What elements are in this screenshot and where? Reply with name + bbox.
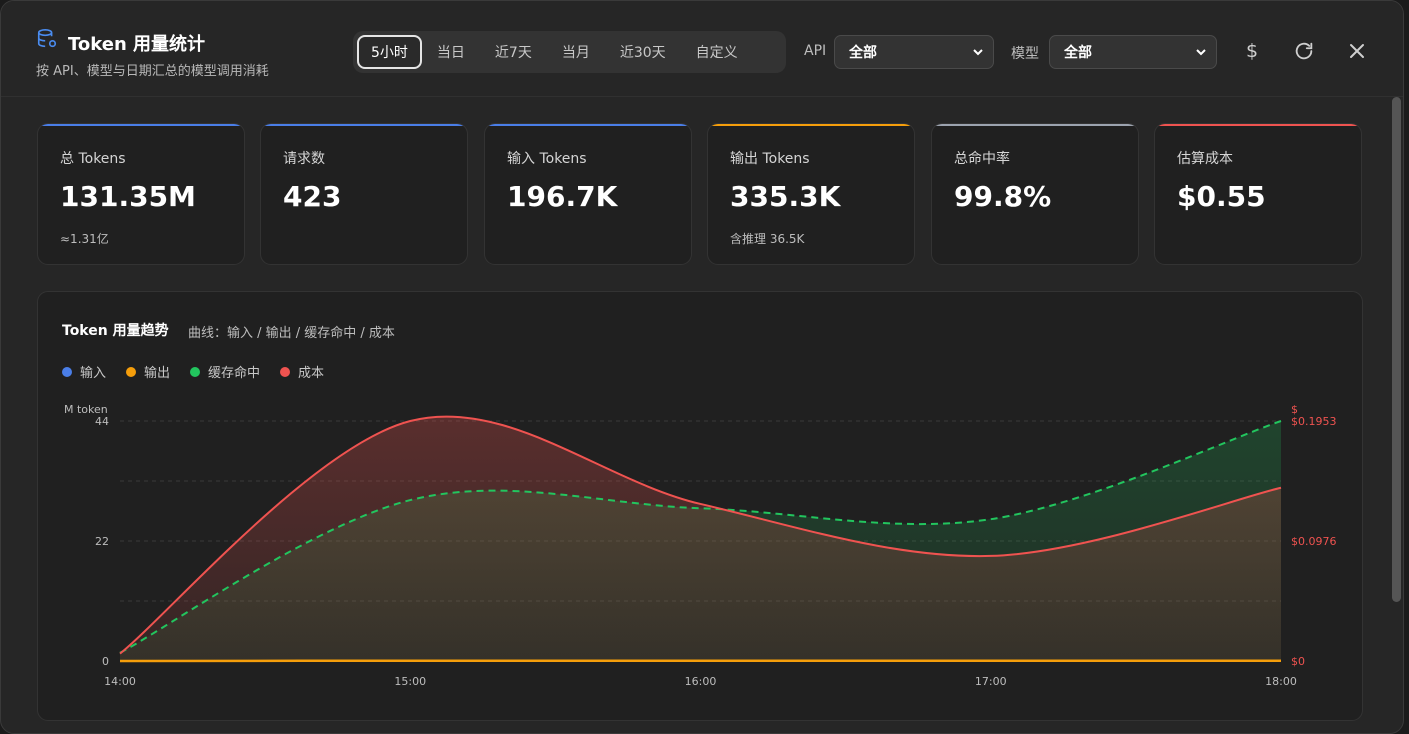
card-accent-bar xyxy=(708,124,914,126)
legend-dot xyxy=(280,366,291,377)
x-tick-label: 18:00 xyxy=(1265,675,1297,688)
tab-custom[interactable]: 自定义 xyxy=(695,45,738,61)
card-label: 请求数 xyxy=(283,151,325,167)
card-value: $0.55 xyxy=(1177,180,1266,213)
refresh-button[interactable] xyxy=(1290,37,1318,65)
usage-trend-panel: Token 用量趋势 曲线：输入 / 输出 / 缓存命中 / 成本 输入 输出 … xyxy=(37,291,1363,721)
card-accent-bar xyxy=(932,124,1138,126)
y-tick-label: 0 xyxy=(102,655,109,668)
legend-label: 缓存命中 xyxy=(208,366,261,381)
card-sub: 含推理 36.5K xyxy=(730,232,805,246)
chevron-down-icon xyxy=(1196,49,1206,56)
token-trend-chart: M token $0 22 44 $0 $0.0976 $0.1953 14:00 15:00 1… xyxy=(64,403,1337,688)
y-tick-label: 44 xyxy=(95,415,109,428)
chart-title: Token 用量趋势 xyxy=(62,323,169,339)
y2-axis-label: $ xyxy=(1291,403,1298,416)
card-label: 估算成本 xyxy=(1177,151,1233,167)
y2-tick-label: $0.0976 xyxy=(1291,535,1337,548)
card-accent-bar xyxy=(261,124,467,126)
legend-label: 输出 xyxy=(144,366,171,381)
card-value: 423 xyxy=(283,180,342,213)
x-tick-label: 16:00 xyxy=(685,675,717,688)
stat-card-output-tokens: 输出 Tokens 335.3K 含推理 36.5K xyxy=(707,123,915,265)
chart-legend: 输入 输出 缓存命中 成本 xyxy=(62,362,324,381)
x-tick-label: 14:00 xyxy=(104,675,136,688)
card-accent-bar xyxy=(1155,124,1361,126)
chart-subtitle: 曲线：输入 / 输出 / 缓存命中 / 成本 xyxy=(188,326,395,341)
card-value: 99.8% xyxy=(954,180,1052,213)
x-tick-label: 15:00 xyxy=(394,675,426,688)
stat-card-input-tokens: 输入 Tokens 196.7K xyxy=(484,123,692,265)
legend-label: 成本 xyxy=(298,366,325,381)
card-label: 总 Tokens xyxy=(60,151,126,167)
time-range-tabs: 5小时 当日 近7天 当月 近30天 自定义 xyxy=(353,31,786,73)
series-line xyxy=(119,415,1282,655)
legend-label: 输入 xyxy=(80,366,107,381)
model-select[interactable]: 全部 xyxy=(1049,35,1217,69)
chevron-down-icon xyxy=(973,49,983,56)
database-settings-icon xyxy=(37,29,57,48)
tab-7d[interactable]: 近7天 xyxy=(494,45,532,61)
api-filter-label: API xyxy=(804,43,827,59)
card-sub: ≈1.31亿 xyxy=(60,232,109,246)
tab-5h[interactable]: 5小时 xyxy=(357,35,422,69)
card-label: 总命中率 xyxy=(954,151,1010,167)
currency-button[interactable]: $ xyxy=(1245,40,1259,62)
stat-card-total-tokens: 总 Tokens 131.35M ≈1.31亿 xyxy=(37,123,245,265)
y2-tick-label: $0 xyxy=(1291,655,1305,668)
y-tick-label: 22 xyxy=(95,535,109,548)
card-value: 131.35M xyxy=(60,180,196,213)
series-line xyxy=(119,420,1282,654)
card-value: 196.7K xyxy=(507,180,618,213)
legend-item-input[interactable]: 输入 xyxy=(62,362,106,381)
close-icon xyxy=(1350,44,1364,58)
page-subtitle: 按 API、模型与日期汇总的模型调用消耗 xyxy=(36,64,269,79)
legend-item-cache-hit[interactable]: 缓存命中 xyxy=(190,362,260,381)
close-button[interactable] xyxy=(1343,37,1371,65)
series-area xyxy=(120,416,1281,661)
header: Token 用量统计 按 API、模型与日期汇总的模型调用消耗 5小时 当日 近… xyxy=(1,1,1403,97)
page-title: Token 用量统计 xyxy=(68,34,206,55)
legend-dot xyxy=(190,366,201,377)
refresh-icon xyxy=(1295,42,1313,60)
y-axis-label: M token xyxy=(64,403,108,416)
api-select-value: 全部 xyxy=(849,45,877,61)
legend-item-output[interactable]: 输出 xyxy=(126,362,170,381)
tab-today[interactable]: 当日 xyxy=(436,45,465,61)
card-accent-bar xyxy=(38,124,244,126)
stat-card-requests: 请求数 423 xyxy=(260,123,468,265)
x-tick-label: 17:00 xyxy=(975,675,1007,688)
card-accent-bar xyxy=(485,124,691,126)
legend-dot xyxy=(126,366,137,377)
api-select[interactable]: 全部 xyxy=(834,35,994,69)
card-label: 输入 Tokens xyxy=(507,151,587,167)
y2-tick-label: $0.1953 xyxy=(1291,415,1337,428)
legend-dot xyxy=(62,366,72,377)
card-label: 输出 Tokens xyxy=(730,151,810,167)
stat-card-estimated-cost: 估算成本 $0.55 xyxy=(1154,123,1362,265)
legend-item-cost[interactable]: 成本 xyxy=(280,362,324,381)
stat-card-hit-rate: 总命中率 99.8% xyxy=(931,123,1139,265)
card-value: 335.3K xyxy=(730,180,841,213)
tab-month[interactable]: 当月 xyxy=(561,45,590,61)
model-filter-label: 模型 xyxy=(1011,46,1039,62)
vertical-scrollbar[interactable] xyxy=(1392,97,1401,602)
model-select-value: 全部 xyxy=(1064,45,1092,61)
tab-30d[interactable]: 近30天 xyxy=(619,45,666,61)
